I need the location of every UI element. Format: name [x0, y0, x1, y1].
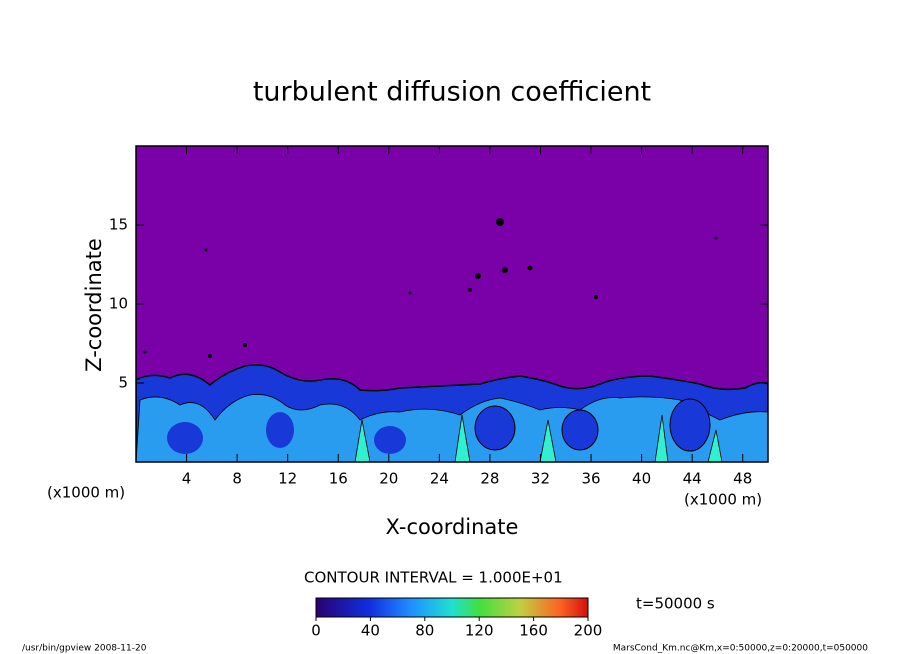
time-label: t=50000 s [636, 595, 715, 613]
y-tick-label: 15 [109, 216, 128, 234]
x-tick-label: 48 [733, 470, 752, 488]
footer-left: /usr/bin/gpview 2008-11-20 [22, 644, 147, 654]
colorbar-tick-label: 40 [361, 622, 380, 640]
x-tick-label: 12 [278, 470, 297, 488]
x-unit-label: (x1000 m) [684, 491, 762, 509]
colorbar-tick-label: 80 [415, 622, 434, 640]
x-tick-label: 40 [632, 470, 651, 488]
x-axis-label: X-coordinate [386, 515, 519, 539]
x-tick-label: 4 [182, 470, 192, 488]
x-tick-label: 44 [683, 470, 702, 488]
colorbar-tick-label: 120 [465, 622, 494, 640]
x-tick-label: 8 [232, 470, 242, 488]
chart-title: turbulent diffusion coefficient [253, 77, 651, 108]
contour-fill [136, 218, 768, 462]
colorbar [315, 597, 589, 618]
y-tick-label: 5 [118, 374, 128, 392]
y-axis-label: Z-coordinate [82, 238, 106, 372]
footer-right: MarsCond_Km.nc@Km,x=0:50000,z=0:20000,t=… [613, 644, 868, 654]
colorbar-tick-label: 0 [311, 622, 321, 640]
x-tick-label: 24 [430, 470, 449, 488]
x-tick-label: 16 [329, 470, 348, 488]
contour-interval: CONTOUR INTERVAL = 1.000E+01 [304, 569, 563, 587]
x-tick-label: 28 [480, 470, 499, 488]
colorbar-tick-label: 160 [519, 622, 548, 640]
colorbar-tick-label: 200 [574, 622, 603, 640]
x-unit-label: (x1000 m) [47, 484, 125, 502]
x-tick-label: 32 [531, 470, 550, 488]
x-tick-label: 20 [379, 470, 398, 488]
y-tick-label: 10 [109, 295, 128, 313]
x-tick-label: 36 [581, 470, 600, 488]
